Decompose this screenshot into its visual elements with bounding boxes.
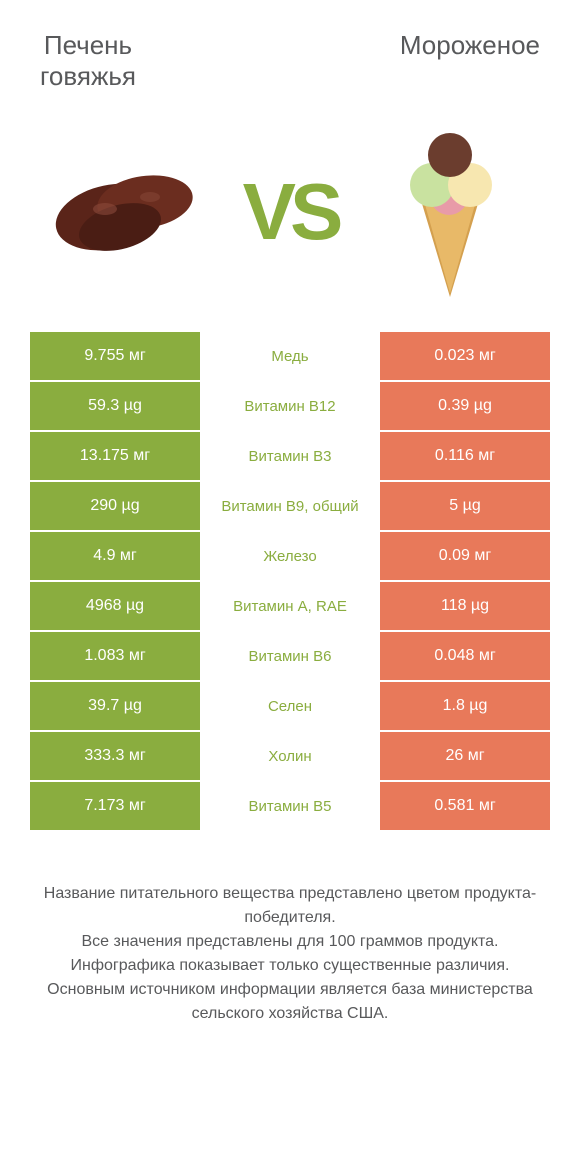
nutrient-name: Витамин B9, общий xyxy=(200,482,380,530)
nutrient-name: Витамин B5 xyxy=(200,782,380,830)
nutrient-name: Холин xyxy=(200,732,380,780)
left-value: 4968 µg xyxy=(30,582,200,630)
right-food-title: Мороженое xyxy=(400,30,540,92)
table-row: 39.7 µgСелен1.8 µg xyxy=(30,682,550,730)
nutrient-name: Витамин B12 xyxy=(200,382,380,430)
icecream-icon xyxy=(400,127,500,297)
right-value: 118 µg xyxy=(380,582,550,630)
left-value: 7.173 мг xyxy=(30,782,200,830)
vs-label: VS xyxy=(243,166,338,258)
header: Печень говяжья Мороженое xyxy=(0,0,580,102)
table-row: 333.3 мгХолин26 мг xyxy=(30,732,550,780)
right-value: 1.8 µg xyxy=(380,682,550,730)
left-value: 39.7 µg xyxy=(30,682,200,730)
icecream-image xyxy=(370,132,530,292)
table-row: 290 µgВитамин B9, общий5 µg xyxy=(30,482,550,530)
nutrient-name: Витамин B3 xyxy=(200,432,380,480)
footer-line: Основным источником информации является … xyxy=(30,978,550,1026)
right-value: 0.023 мг xyxy=(380,332,550,380)
right-value: 0.116 мг xyxy=(380,432,550,480)
nutrient-name: Селен xyxy=(200,682,380,730)
right-value: 26 мг xyxy=(380,732,550,780)
liver-icon xyxy=(50,157,210,267)
right-value: 5 µg xyxy=(380,482,550,530)
table-row: 59.3 µgВитамин B120.39 µg xyxy=(30,382,550,430)
left-value: 290 µg xyxy=(30,482,200,530)
table-row: 4968 µgВитамин A, RAE118 µg xyxy=(30,582,550,630)
comparison-table: 9.755 мгМедь0.023 мг59.3 µgВитамин B120.… xyxy=(0,332,580,830)
table-row: 4.9 мгЖелезо0.09 мг xyxy=(30,532,550,580)
nutrient-name: Медь xyxy=(200,332,380,380)
images-row: VS xyxy=(0,102,580,332)
table-row: 9.755 мгМедь0.023 мг xyxy=(30,332,550,380)
left-food-title: Печень говяжья xyxy=(40,30,136,92)
left-value: 1.083 мг xyxy=(30,632,200,680)
table-row: 13.175 мгВитамин B30.116 мг xyxy=(30,432,550,480)
left-value: 9.755 мг xyxy=(30,332,200,380)
nutrient-name: Железо xyxy=(200,532,380,580)
right-value: 0.39 µg xyxy=(380,382,550,430)
table-row: 7.173 мгВитамин B50.581 мг xyxy=(30,782,550,830)
liver-image xyxy=(50,132,210,292)
nutrient-name: Витамин B6 xyxy=(200,632,380,680)
footer-line: Инфографика показывает только существенн… xyxy=(30,954,550,978)
footer-line: Название питательного вещества представл… xyxy=(30,882,550,930)
left-value: 59.3 µg xyxy=(30,382,200,430)
left-value: 4.9 мг xyxy=(30,532,200,580)
nutrient-name: Витамин A, RAE xyxy=(200,582,380,630)
left-value: 13.175 мг xyxy=(30,432,200,480)
right-value: 0.048 мг xyxy=(380,632,550,680)
footer-line: Все значения представлены для 100 граммо… xyxy=(30,930,550,954)
left-value: 333.3 мг xyxy=(30,732,200,780)
footer-notes: Название питательного вещества представл… xyxy=(0,832,580,1026)
table-row: 1.083 мгВитамин B60.048 мг xyxy=(30,632,550,680)
right-value: 0.581 мг xyxy=(380,782,550,830)
right-value: 0.09 мг xyxy=(380,532,550,580)
